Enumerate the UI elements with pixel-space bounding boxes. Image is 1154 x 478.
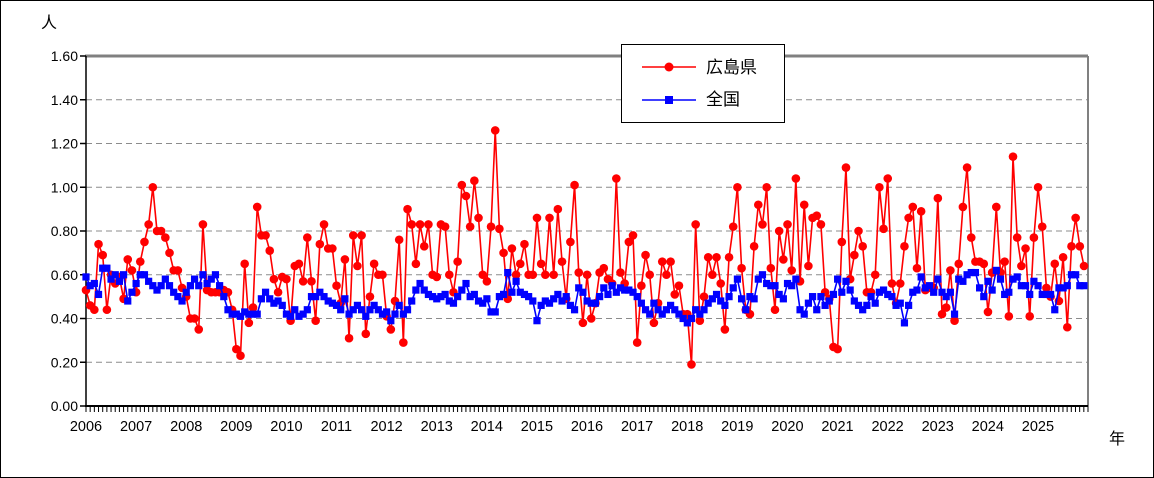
svg-text:2018: 2018	[671, 419, 703, 435]
svg-text:2017: 2017	[621, 419, 653, 435]
y-axis-unit-label: 人	[41, 15, 58, 32]
svg-text:2008: 2008	[170, 419, 202, 435]
legend-item-zenkoku: 全国	[640, 91, 784, 108]
svg-text:0.80: 0.80	[51, 223, 78, 239]
svg-text:2021: 2021	[821, 419, 853, 435]
svg-text:1.60: 1.60	[51, 48, 78, 64]
svg-text:2020: 2020	[771, 419, 803, 435]
svg-text:0.40: 0.40	[51, 311, 78, 327]
legend-marker-hiroshima-red-circle-icon	[642, 62, 696, 72]
legend-item-hiroshima: 広島県	[640, 59, 784, 76]
svg-text:2013: 2013	[421, 419, 453, 435]
svg-text:2007: 2007	[120, 419, 152, 435]
legend-label-hiroshima: 広島県	[706, 57, 757, 77]
svg-text:2015: 2015	[521, 419, 553, 435]
svg-text:0.60: 0.60	[51, 267, 78, 283]
svg-text:2006: 2006	[70, 419, 102, 435]
legend-marker-zenkoku-blue-square-icon	[642, 95, 696, 104]
svg-text:2019: 2019	[721, 419, 753, 435]
x-axis-unit-label: 年	[1109, 431, 1126, 448]
svg-text:2009: 2009	[220, 419, 252, 435]
svg-text:2022: 2022	[871, 419, 903, 435]
svg-text:2010: 2010	[270, 419, 302, 435]
svg-text:1.00: 1.00	[51, 179, 78, 195]
svg-text:2011: 2011	[321, 419, 352, 435]
svg-text:0.20: 0.20	[51, 354, 78, 370]
legend: 広島県 全国	[621, 44, 785, 123]
svg-text:2014: 2014	[471, 419, 503, 435]
svg-text:1.40: 1.40	[51, 92, 78, 108]
svg-text:1.20: 1.20	[51, 136, 78, 152]
svg-text:2023: 2023	[922, 419, 954, 435]
svg-text:2025: 2025	[1022, 419, 1054, 435]
svg-text:0.00: 0.00	[51, 398, 78, 414]
svg-text:2016: 2016	[571, 419, 603, 435]
legend-label-zenkoku: 全国	[706, 90, 740, 110]
svg-text:2012: 2012	[370, 419, 402, 435]
svg-text:2024: 2024	[972, 419, 1004, 435]
